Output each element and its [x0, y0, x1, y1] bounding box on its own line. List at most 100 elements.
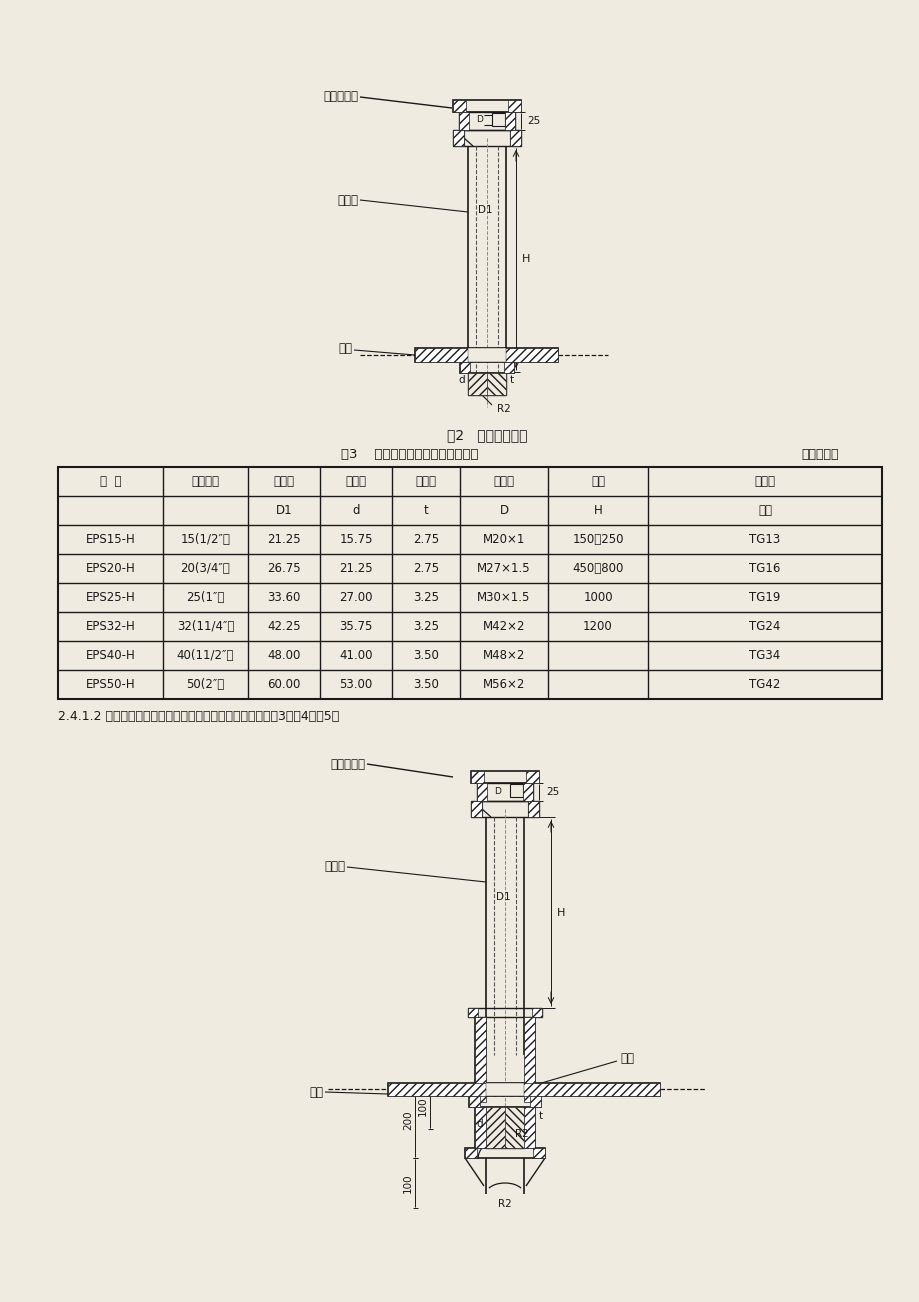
Bar — [452, 100, 466, 112]
Bar — [471, 771, 539, 783]
Text: 15(1/2″）: 15(1/2″） — [180, 533, 230, 546]
Bar — [459, 112, 469, 130]
Bar — [486, 372, 505, 395]
Text: R2: R2 — [515, 1129, 528, 1139]
Text: 50(2″）: 50(2″） — [187, 678, 224, 691]
Text: 3.25: 3.25 — [413, 591, 438, 604]
Bar — [460, 362, 514, 372]
Bar — [460, 362, 470, 372]
Text: TG19: TG19 — [748, 591, 780, 604]
Text: d: d — [352, 504, 359, 517]
Bar — [504, 362, 514, 372]
Text: 27.00: 27.00 — [339, 591, 372, 604]
Bar — [464, 1148, 544, 1157]
Text: 3.25: 3.25 — [413, 620, 438, 633]
Bar — [509, 784, 522, 797]
Text: D: D — [494, 786, 501, 796]
Text: 42.25: 42.25 — [267, 620, 301, 633]
Text: H: H — [521, 254, 529, 264]
Text: M56×2: M56×2 — [482, 678, 525, 691]
Text: H: H — [556, 907, 565, 918]
Bar — [526, 771, 539, 783]
Text: TG13: TG13 — [749, 533, 780, 546]
Bar — [469, 1096, 480, 1107]
Text: D1: D1 — [495, 892, 510, 902]
Text: t: t — [423, 504, 428, 517]
Text: 21.25: 21.25 — [339, 562, 372, 575]
Text: TG42: TG42 — [748, 678, 780, 691]
Bar — [469, 1096, 540, 1107]
Text: EPS32-H: EPS32-H — [85, 620, 135, 633]
Text: 150，250: 150，250 — [572, 533, 623, 546]
Text: 表3    填料函电缆管型号和基本尺寸: 表3 填料函电缆管型号和基本尺寸 — [341, 448, 478, 461]
Text: D1: D1 — [477, 204, 492, 215]
Text: 型号: 型号 — [757, 504, 771, 517]
Text: 管内径: 管内径 — [346, 475, 366, 488]
Bar — [468, 348, 505, 362]
Text: EPS50-H: EPS50-H — [85, 678, 135, 691]
Text: TG16: TG16 — [748, 562, 780, 575]
Text: 26.75: 26.75 — [267, 562, 301, 575]
Bar — [468, 1008, 478, 1017]
Text: 32(11/4″）: 32(11/4″） — [176, 620, 234, 633]
Text: 200: 200 — [403, 1111, 413, 1130]
Text: 甲板: 甲板 — [309, 1086, 323, 1099]
Text: 1000: 1000 — [583, 591, 612, 604]
Bar — [468, 1008, 541, 1017]
Text: EPS25-H: EPS25-H — [85, 591, 135, 604]
Text: EPS20-H: EPS20-H — [85, 562, 135, 575]
Text: 25: 25 — [527, 116, 539, 126]
Bar — [471, 771, 483, 783]
Text: 41.00: 41.00 — [339, 648, 372, 661]
Bar — [485, 1083, 524, 1096]
Text: D: D — [499, 504, 508, 517]
Text: d: d — [476, 1118, 482, 1129]
Text: M48×2: M48×2 — [482, 648, 525, 661]
Bar — [524, 1017, 535, 1101]
Text: 白铁管: 白铁管 — [336, 194, 357, 207]
Text: 2.75: 2.75 — [413, 533, 438, 546]
Bar — [452, 130, 463, 146]
Text: EPS15-H: EPS15-H — [85, 533, 135, 546]
Bar — [459, 112, 515, 130]
Bar — [529, 1096, 540, 1107]
Bar — [464, 1148, 476, 1157]
Text: 53.00: 53.00 — [339, 678, 372, 691]
Text: TG24: TG24 — [748, 620, 780, 633]
Text: 3.50: 3.50 — [413, 678, 438, 691]
Bar — [476, 783, 486, 801]
Text: 25(1″）: 25(1″） — [187, 591, 224, 604]
Bar — [492, 113, 505, 126]
Text: 25: 25 — [545, 786, 559, 797]
Bar — [452, 130, 520, 146]
Text: 白铁管: 白铁管 — [323, 861, 345, 874]
Text: 60.00: 60.00 — [267, 678, 301, 691]
Bar — [532, 1148, 544, 1157]
Bar — [474, 1017, 485, 1101]
Bar — [468, 372, 505, 395]
Bar — [485, 1107, 505, 1148]
Bar — [468, 372, 486, 395]
Bar — [388, 1083, 659, 1096]
Text: 20(3/4″）: 20(3/4″） — [180, 562, 230, 575]
Bar — [509, 130, 520, 146]
Text: 21.25: 21.25 — [267, 533, 301, 546]
Text: 管壁厚: 管壁厚 — [415, 475, 436, 488]
Text: 35.75: 35.75 — [339, 620, 372, 633]
Bar — [505, 112, 515, 130]
Text: 套筒: 套筒 — [619, 1052, 633, 1065]
Bar — [524, 1107, 535, 1148]
Text: 管式填料函: 管式填料函 — [330, 758, 365, 771]
Text: 100: 100 — [417, 1096, 427, 1116]
Text: 图2   填料函电缆管: 图2 填料函电缆管 — [447, 428, 527, 441]
Bar — [471, 801, 482, 816]
Text: 公称通径: 公称通径 — [191, 475, 220, 488]
Text: 3.50: 3.50 — [413, 648, 438, 661]
Text: M20×1: M20×1 — [482, 533, 525, 546]
Text: 管螺纹: 管螺纹 — [493, 475, 514, 488]
Text: 甲板: 甲板 — [337, 341, 352, 354]
Bar — [507, 100, 520, 112]
Text: D: D — [476, 116, 482, 125]
Bar — [414, 348, 558, 362]
Bar — [388, 1083, 659, 1096]
